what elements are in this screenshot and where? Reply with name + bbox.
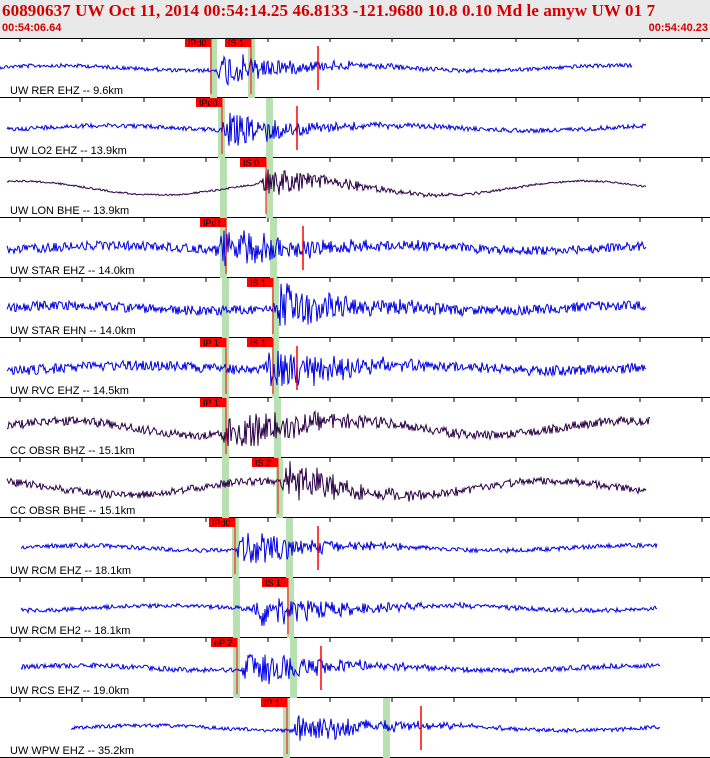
trace-label: UW STAR EHZ -- 14.0km <box>10 265 134 277</box>
trace-row[interactable]: IS 1 UW RCM EH2 -- 18.1km <box>0 578 710 638</box>
pick-flag-label: IPd0 <box>199 98 218 108</box>
trace-row[interactable]: IPd0 UW RCM EHZ -- 18.1km <box>0 518 710 578</box>
pick-flag[interactable] <box>261 698 287 707</box>
pick-flag[interactable] <box>209 518 235 527</box>
trace-row[interactable]: IPd1 UW STAR EHZ -- 14.0km <box>0 218 710 278</box>
pick-flag[interactable] <box>225 38 251 47</box>
pick-flag[interactable] <box>196 98 222 107</box>
pick-flag[interactable] <box>262 578 288 587</box>
p-window-band <box>210 38 217 98</box>
pick-flag-label: IS 2 <box>255 458 271 468</box>
trace-label: UW RCS EHZ -- 19.0km <box>10 685 129 697</box>
pick-flag-label: IP 1 <box>203 338 219 348</box>
s-window-band <box>272 338 279 398</box>
waveform-trace <box>0 54 633 87</box>
trace-row[interactable]: IS 0 UW LON BHE -- 13.9km <box>0 158 710 218</box>
pick-flag-label: IPd0 <box>212 518 231 528</box>
time-start-label: 00:54:06.64 <box>2 22 62 34</box>
waveform-trace <box>6 350 647 387</box>
pick-flag[interactable] <box>200 218 226 227</box>
pick-flag[interactable] <box>247 338 273 347</box>
event-header: 60890637 UW Oct 11, 2014 00:54:14.25 46.… <box>0 0 710 38</box>
trace-label: UW STAR EHN -- 14.0km <box>10 325 136 337</box>
waveform-trace <box>6 283 647 327</box>
pick-flag-label: IP 1 <box>264 698 280 708</box>
pick-flag[interactable] <box>211 638 237 647</box>
pick-flag-label: IS 0 <box>243 158 259 168</box>
pick-flag-label: IP 1 <box>203 398 219 408</box>
trace-row[interactable]: IP 1 CC OBSR BHZ -- 15.1km <box>0 398 710 458</box>
trace-row[interactable]: IP 1 UW WPW EHZ -- 35.2km <box>0 698 710 758</box>
trace-label: UW LO2 EHZ -- 13.9km <box>10 145 127 157</box>
waveform-trace <box>20 532 658 564</box>
pick-flag[interactable] <box>252 458 278 467</box>
pick-flag-label: IS 1 <box>250 278 266 288</box>
waveform-trace <box>6 112 647 146</box>
trace-label: UW RER EHZ -- 9.6km <box>10 85 123 97</box>
trace-row[interactable]: IP 1 IS 1 UW RVC EHZ -- 14.5km <box>0 338 710 398</box>
pick-flag[interactable] <box>200 398 226 407</box>
pick-flag[interactable] <box>240 158 266 167</box>
waveform-trace <box>6 461 647 502</box>
waveform-trace <box>6 410 651 447</box>
event-title: 60890637 UW Oct 11, 2014 00:54:14.25 46.… <box>2 1 656 20</box>
pick-flag[interactable] <box>200 338 226 347</box>
p-window-band <box>220 158 227 218</box>
trace-row[interactable]: IPd0 UW LO2 EHZ -- 13.9km <box>0 98 710 158</box>
pick-flag[interactable] <box>185 38 211 47</box>
pick-flag[interactable] <box>247 278 273 287</box>
trace-row[interactable]: eP 2 UW RCS EHZ -- 19.0km <box>0 638 710 698</box>
trace-label: UW RCM EH2 -- 18.1km <box>10 625 130 637</box>
trace-label: UW RCM EHZ -- 18.1km <box>10 565 131 577</box>
trace-label: UW RVC EHZ -- 14.5km <box>10 385 129 397</box>
seismogram-panel[interactable]: IPd0 IS 1 UW RER EHZ -- 9.6km IPd0 UW LO2 EH… <box>0 38 710 758</box>
waveform-trace <box>20 598 658 627</box>
waveform-trace <box>6 169 647 199</box>
trace-row[interactable]: IPd0 IS 1 UW RER EHZ -- 9.6km <box>0 38 710 98</box>
p-window-band <box>233 578 240 638</box>
s-window-band <box>286 518 293 578</box>
s-window-band <box>290 638 297 698</box>
s-window-band <box>276 458 283 518</box>
waveform-trace <box>20 653 661 685</box>
time-end-label: 00:54:40.23 <box>648 22 708 34</box>
waveform-trace <box>6 230 647 267</box>
trace-label: CC OBSR BHE -- 15.1km <box>10 505 135 517</box>
trace-label: CC OBSR BHZ -- 15.1km <box>10 445 135 457</box>
waveform-trace <box>70 715 661 741</box>
pick-flag-label: IS 1 <box>265 578 281 588</box>
trace-label: UW WPW EHZ -- 35.2km <box>10 745 134 757</box>
pick-flag-label: IS 1 <box>250 338 266 348</box>
p-window-band <box>222 458 229 518</box>
pick-flag-label: IS 1 <box>228 38 244 48</box>
trace-label: UW LON BHE -- 13.9km <box>10 205 129 217</box>
pick-flag-label: eP 2 <box>214 638 232 648</box>
trace-row[interactable]: IS 1 UW STAR EHN -- 14.0km <box>0 278 710 338</box>
pick-flag-label: IPd1 <box>203 218 222 228</box>
trace-row[interactable]: IS 2 CC OBSR BHE -- 15.1km <box>0 458 710 518</box>
pick-flag-label: IPd0 <box>188 38 207 48</box>
